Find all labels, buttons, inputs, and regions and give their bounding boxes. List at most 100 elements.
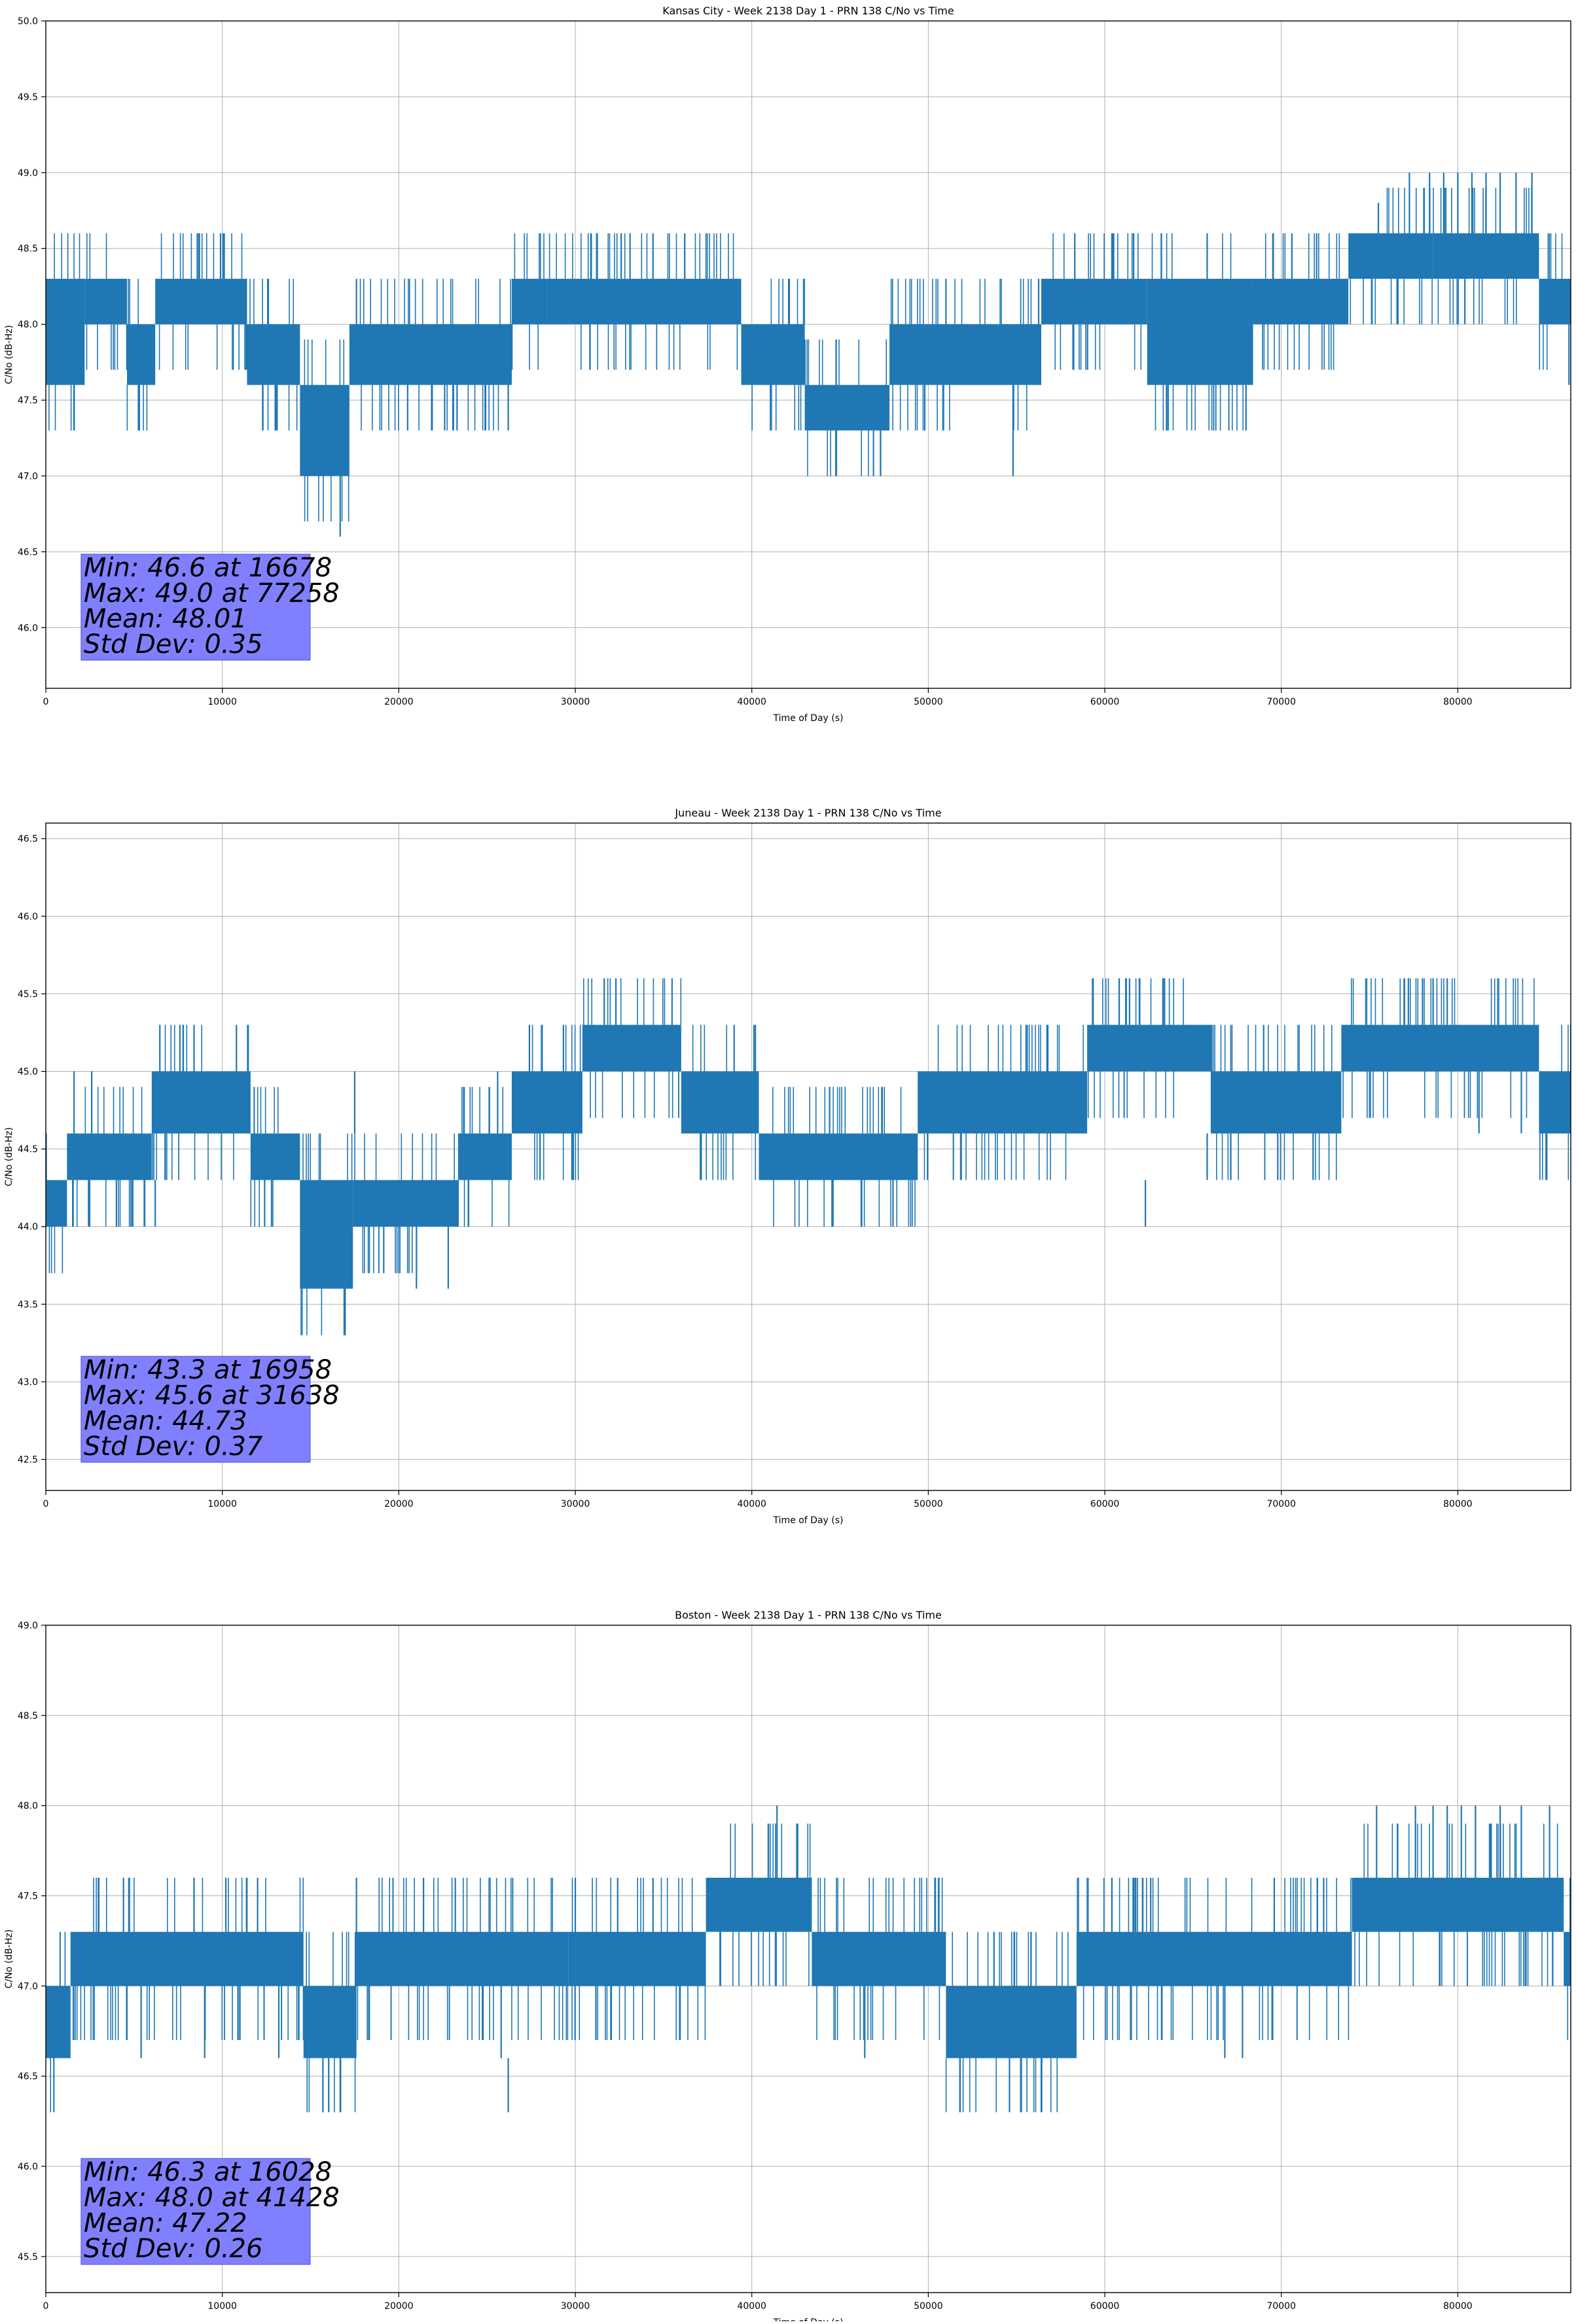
- y-tick-label: 48.0: [18, 1801, 38, 1812]
- y-tick-label: 48.0: [18, 320, 38, 330]
- stats-line: Min: 43.3 at 16958: [84, 1355, 332, 1385]
- y-tick-label: 48.5: [18, 244, 38, 255]
- stats-line: Min: 46.6 at 16678: [84, 553, 332, 583]
- y-tick-label: 43.5: [18, 1299, 38, 1310]
- data-band: [155, 279, 247, 325]
- x-tick-label: 10000: [207, 697, 237, 707]
- data-band: [151, 1071, 251, 1134]
- x-tick-label: 30000: [561, 1499, 590, 1509]
- axes-frame: [45, 20, 1571, 689]
- data-band: [568, 1931, 706, 1986]
- data-band: [946, 1986, 1077, 2058]
- x-tick-label: 20000: [384, 1499, 414, 1509]
- data-band: [706, 1877, 812, 1932]
- x-tick-label: 20000: [384, 2301, 414, 2312]
- data-band: [1348, 233, 1433, 279]
- data-band: [247, 324, 300, 385]
- chart-panel-1: Juneau - Week 2138 Day 1 - PRN 138 C/No …: [4, 807, 1571, 1526]
- data-band: [250, 1133, 300, 1180]
- y-tick-label: 49.0: [18, 1621, 38, 1631]
- data-band: [67, 1133, 152, 1180]
- y-tick-label: 45.5: [18, 989, 38, 1000]
- y-tick-label: 44.5: [18, 1144, 38, 1155]
- stats-line: Max: 45.6 at 31638: [84, 1381, 340, 1411]
- y-tick-label: 50.0: [18, 16, 38, 27]
- data-band: [1341, 1025, 1539, 1072]
- x-axis-label: Time of Day (s): [773, 713, 844, 724]
- data-band: [1147, 279, 1253, 385]
- data-band: [353, 1180, 459, 1227]
- y-tick-label: 43.0: [18, 1377, 38, 1388]
- chart-title: Juneau - Week 2138 Day 1 - PRN 138 C/No …: [674, 807, 941, 819]
- data-band: [741, 324, 805, 385]
- data-band: [127, 324, 156, 385]
- data-band: [759, 1133, 918, 1180]
- y-axis-label: C/No (dB-Hz): [4, 325, 14, 384]
- data-band: [356, 1931, 569, 1986]
- data-band: [303, 1986, 357, 2058]
- data-band: [511, 1071, 582, 1134]
- axes-frame: [45, 1625, 1571, 2293]
- y-axis-label: C/No (dB-Hz): [4, 1127, 14, 1186]
- x-tick-label: 70000: [1266, 2301, 1296, 2312]
- data-band: [459, 1133, 512, 1180]
- data-band: [1352, 1877, 1564, 1932]
- data-band: [1210, 1071, 1342, 1134]
- x-tick-label: 0: [43, 697, 49, 707]
- stats-box: [81, 1356, 311, 1463]
- x-tick-label: 70000: [1266, 697, 1296, 707]
- x-tick-label: 50000: [914, 1499, 943, 1509]
- x-tick-label: 10000: [207, 1499, 237, 1509]
- x-tick-label: 60000: [1090, 1499, 1120, 1509]
- stats-box: [81, 2158, 311, 2265]
- x-tick-label: 60000: [1090, 697, 1120, 707]
- x-tick-label: 40000: [737, 697, 766, 707]
- y-tick-label: 47.0: [18, 471, 38, 482]
- chart-title: Boston - Week 2138 Day 1 - PRN 138 C/No …: [675, 1609, 942, 1621]
- data-band: [46, 1180, 67, 1227]
- data-band: [889, 324, 1041, 385]
- y-tick-label: 46.5: [18, 547, 38, 557]
- data-band: [1253, 279, 1349, 325]
- x-tick-label: 50000: [914, 697, 943, 707]
- data-band: [349, 324, 395, 385]
- data-band: [300, 385, 349, 476]
- y-axis-label: C/No (dB-Hz): [4, 1929, 14, 1988]
- y-tick-label: 42.5: [18, 1455, 38, 1466]
- stats-line: Std Dev: 0.35: [84, 629, 263, 660]
- y-tick-label: 46.5: [18, 2071, 38, 2082]
- y-tick-label: 47.5: [18, 1892, 38, 1902]
- y-tick-label: 46.0: [18, 623, 38, 633]
- stats-line: Mean: 47.22: [84, 2208, 247, 2238]
- x-tick-label: 30000: [561, 2301, 590, 2312]
- data-band: [812, 1931, 946, 1986]
- data-band: [546, 279, 742, 325]
- y-tick-label: 45.5: [18, 2252, 38, 2262]
- y-tick-label: 48.5: [18, 1711, 38, 1721]
- y-tick-label: 44.0: [18, 1222, 38, 1233]
- stats-line: Mean: 44.73: [84, 1406, 247, 1436]
- data-band: [1076, 1931, 1352, 1986]
- stats-line: Max: 48.0 at 41428: [84, 2183, 340, 2213]
- x-tick-label: 80000: [1443, 2301, 1473, 2312]
- x-tick-label: 20000: [384, 697, 414, 707]
- x-tick-label: 80000: [1443, 1499, 1473, 1509]
- stats-line: Min: 46.3 at 16028: [84, 2157, 332, 2187]
- stats-line: Max: 49.0 at 77258: [84, 578, 340, 608]
- data-band: [1041, 279, 1147, 325]
- data-band: [1087, 1025, 1211, 1072]
- data-series: [46, 172, 1571, 537]
- data-band: [46, 1986, 71, 2058]
- x-tick-label: 60000: [1090, 2301, 1120, 2312]
- axes-frame: [45, 822, 1571, 1491]
- x-tick-label: 10000: [207, 2301, 237, 2312]
- y-tick-label: 45.0: [18, 1067, 38, 1078]
- stats-line: Std Dev: 0.26: [84, 2234, 263, 2264]
- data-band: [681, 1071, 759, 1134]
- data-band: [395, 324, 512, 385]
- data-band: [70, 1931, 304, 1986]
- y-tick-label: 49.5: [18, 92, 38, 103]
- y-tick-label: 47.5: [18, 396, 38, 406]
